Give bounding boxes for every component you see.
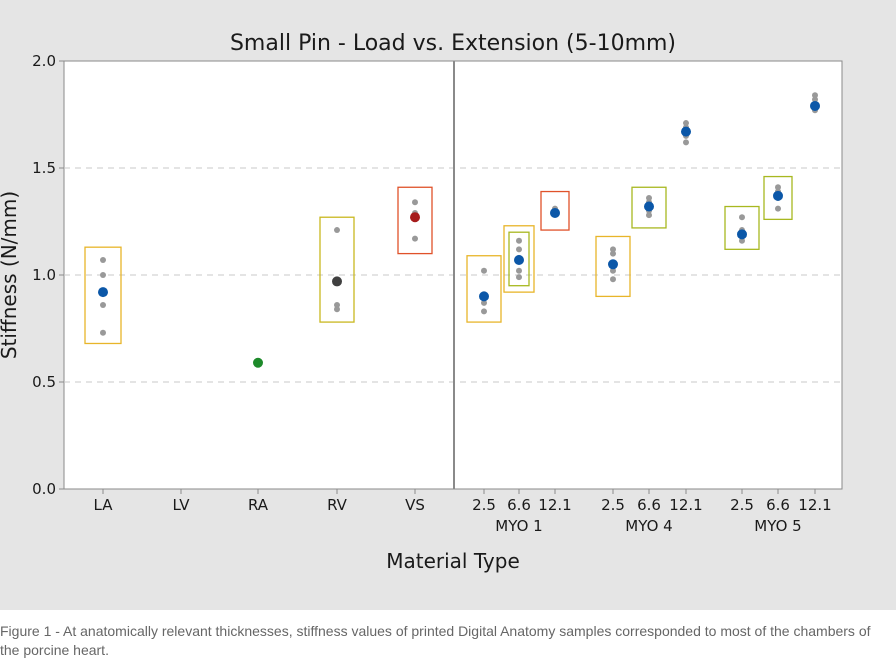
mean-marker: [550, 207, 560, 218]
data-point: [812, 92, 818, 99]
data-point: [100, 329, 106, 336]
data-point: [516, 246, 522, 253]
group-box: [503, 225, 535, 293]
data-point: [481, 299, 487, 306]
data-point: [516, 274, 522, 281]
data-point: [739, 237, 745, 244]
group-box: [319, 216, 355, 323]
data-point: [775, 205, 781, 212]
data-point: [610, 267, 616, 274]
data-point: [610, 246, 616, 253]
x-tick-layer: LA LV RA RV VS 2.5 6.6 12.1 2.5 6.6 12.1 2.5 6.6 12.1…: [94, 489, 832, 535]
data-point: [812, 96, 818, 103]
data-point: [646, 194, 652, 201]
x-tick-label: 6.6: [637, 496, 661, 514]
group-box: [540, 190, 570, 231]
data-point: [610, 276, 616, 283]
x-tick-label: RV: [327, 496, 348, 514]
data-point: [739, 214, 745, 221]
chart: Small Pin - Load vs. Extension (5-10mm) …: [0, 31, 843, 573]
group-box: [763, 175, 793, 221]
y-tick-label: 0.0: [32, 480, 56, 498]
mean-marker: [479, 291, 489, 302]
mean-marker: [608, 259, 618, 270]
data-point: [646, 212, 652, 219]
data-point: [683, 139, 689, 146]
group-box: [466, 255, 502, 323]
figure-panel: Small Pin - Load vs. Extension (5-10mm) …: [0, 0, 896, 610]
data-point: [412, 235, 418, 242]
x-tick-label: 2.5: [472, 496, 496, 514]
group-box: [84, 246, 122, 345]
x-tick-label: 12.1: [538, 496, 571, 514]
x-tick-label: VS: [405, 496, 425, 514]
group-box: [724, 205, 760, 250]
data-point: [100, 272, 106, 278]
data-point: [481, 267, 487, 274]
y-tick-layer: 0.0 0.5 1.0 1.5 2.0: [32, 52, 64, 498]
x-tick-label: 2.5: [601, 496, 625, 514]
mean-marker: [332, 276, 342, 287]
group-box: [631, 186, 667, 229]
data-point: [412, 199, 418, 206]
box-layer: [84, 175, 793, 345]
data-point: [334, 301, 340, 308]
x-group-label: MYO 5: [754, 517, 801, 535]
mean-marker: [810, 100, 820, 111]
x-tick-label: 2.5: [730, 496, 754, 514]
data-point: [516, 267, 522, 274]
mean-marker: [98, 287, 108, 298]
x-tick-label: LA: [94, 496, 114, 514]
group-box: [508, 231, 530, 287]
mean-marker: [644, 201, 654, 212]
data-point: [100, 301, 106, 308]
y-tick-label: 1.0: [32, 266, 56, 284]
mean-layer: [98, 100, 820, 368]
y-tick-label: 2.0: [32, 52, 56, 70]
figure-caption: Figure 1 - At anatomically relevant thic…: [0, 623, 871, 658]
mean-marker: [514, 255, 524, 266]
x-tick-label: 12.1: [669, 496, 702, 514]
data-point: [775, 184, 781, 191]
data-point: [683, 120, 689, 127]
x-tick-label: LV: [173, 496, 191, 514]
x-group-label: MYO 4: [625, 517, 672, 535]
x-axis-label: Material Type: [386, 549, 520, 573]
y-tick-label: 0.5: [32, 373, 56, 391]
x-tick-label: 12.1: [798, 496, 831, 514]
mean-marker: [773, 190, 783, 201]
data-point: [481, 308, 487, 315]
mean-marker: [253, 357, 263, 368]
x-group-label: MYO 1: [495, 517, 542, 535]
group-box: [595, 235, 631, 298]
data-point: [334, 306, 340, 313]
data-point: [334, 227, 340, 234]
mean-marker: [737, 229, 747, 240]
x-tick-label: 6.6: [766, 496, 790, 514]
data-point: [610, 250, 616, 257]
mean-marker: [681, 126, 691, 137]
x-tick-label: 6.6: [507, 496, 531, 514]
mean-marker: [410, 212, 420, 223]
data-point: [100, 257, 106, 264]
y-tick-label: 1.5: [32, 159, 56, 177]
y-axis-label: Stiffness (N/mm): [0, 191, 21, 359]
data-point: [516, 237, 522, 244]
chart-title: Small Pin - Load vs. Extension (5-10mm): [230, 31, 676, 56]
group-box: [397, 186, 433, 255]
x-tick-label: RA: [248, 496, 269, 514]
